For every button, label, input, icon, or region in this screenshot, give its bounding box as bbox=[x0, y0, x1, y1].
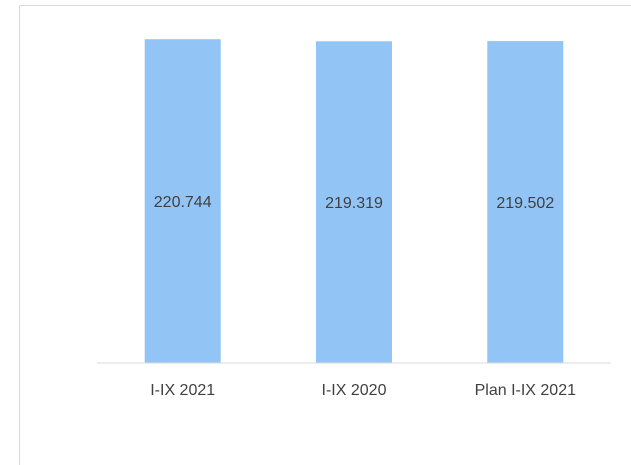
chart-area-border bbox=[19, 5, 631, 465]
data-label-0: 220.744 bbox=[154, 194, 212, 211]
x-tick-label-2: Plan I-IX 2021 bbox=[475, 382, 577, 399]
x-tick-label-0: I-IX 2021 bbox=[150, 382, 215, 399]
data-label-2: 219.502 bbox=[496, 195, 554, 212]
bar-2 bbox=[487, 41, 564, 363]
labels-group: 220.744 I-IX 2021 219.319 I-IX 2020 219.502 P… bbox=[150, 194, 576, 399]
bars-group bbox=[144, 39, 564, 364]
bar-0 bbox=[144, 39, 221, 363]
x-tick-label-1: I-IX 2020 bbox=[322, 382, 387, 399]
bar-1 bbox=[316, 41, 392, 364]
data-label-1: 219.319 bbox=[325, 195, 383, 212]
bar-chart: 220.744 I-IX 2021 219.319 I-IX 2020 219.502 P… bbox=[97, 39, 611, 399]
